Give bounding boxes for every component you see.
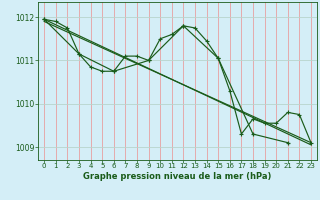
X-axis label: Graphe pression niveau de la mer (hPa): Graphe pression niveau de la mer (hPa): [84, 172, 272, 181]
